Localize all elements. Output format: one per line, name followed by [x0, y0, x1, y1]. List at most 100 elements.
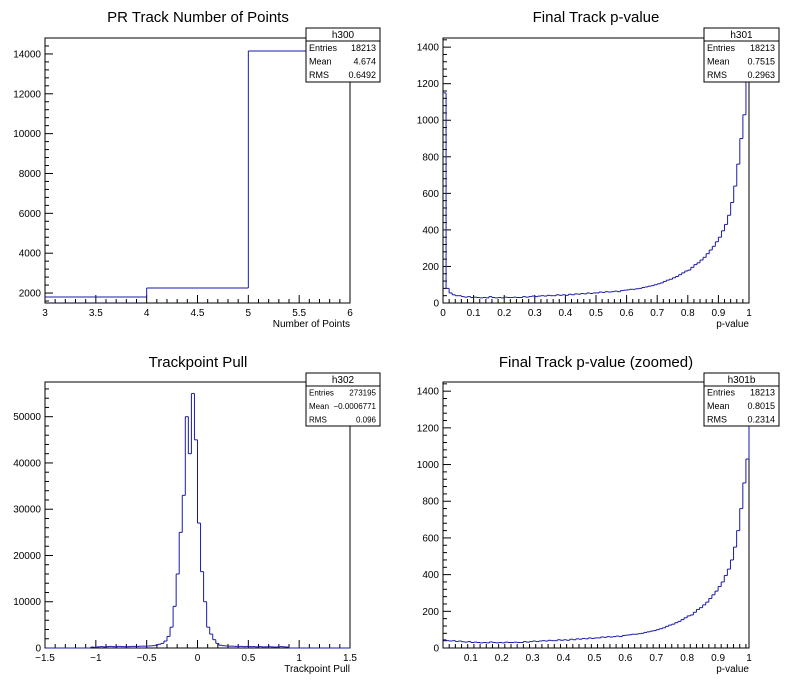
- y-tick-label: 1400: [417, 387, 440, 398]
- stats-label: Entries: [309, 389, 334, 398]
- stats-box-frame: [305, 372, 381, 427]
- stats-value: 18213: [351, 43, 376, 53]
- plot-frame: [442, 37, 750, 304]
- x-tick-label: 0.5: [241, 653, 255, 664]
- stats-box: h300 Entries 18213 Mean 4.674 RMS 0.6492: [305, 27, 381, 83]
- x-tick-label: 5: [246, 308, 252, 319]
- stats-box: h302 Entries 273195 Mean −0.0006771 RMS 0.096: [305, 372, 381, 427]
- stats-value: 0.096: [356, 415, 377, 424]
- x-tick-label: 0.3: [528, 308, 542, 319]
- x-tick-label: 6: [347, 308, 353, 319]
- y-tick-label: 1400: [417, 43, 440, 54]
- y-tick-label: 200: [422, 607, 439, 618]
- x-tick-label: 0.6: [618, 653, 632, 664]
- y-tick-label: 400: [422, 570, 439, 581]
- y-tick-label: 20000: [13, 551, 41, 562]
- x-tick-label: 0.1: [464, 653, 478, 664]
- stats-label: Mean: [707, 57, 730, 67]
- stats-value: −0.0006771: [334, 402, 377, 411]
- plot-frame: [442, 381, 750, 649]
- x-tick-label: 0.4: [558, 308, 572, 319]
- stats-box-frame: [703, 372, 780, 427]
- stats-label: RMS: [309, 70, 329, 80]
- x-tick-label: 1: [296, 653, 302, 664]
- y-tick-label: 10000: [13, 597, 41, 608]
- stats-label: Entries: [707, 388, 736, 398]
- x-tick-label: 0.9: [711, 653, 725, 664]
- stats-label: RMS: [707, 414, 727, 424]
- x-tick-label: 0: [440, 308, 446, 319]
- x-tick-label: 0.5: [589, 308, 603, 319]
- stats-label: Mean: [309, 57, 332, 67]
- x-tick-label: 0.4: [557, 653, 571, 664]
- x-tick-label: 3: [42, 308, 48, 319]
- y-tick-label: 600: [422, 189, 439, 200]
- stats-box: h301b Entries 18213 Mean 0.8015 RMS 0.2314: [703, 372, 780, 427]
- stats-value: 0.7515: [747, 57, 775, 67]
- stats-box-name: h302: [332, 375, 355, 386]
- x-axis-label: p-value: [716, 664, 749, 675]
- x-tick-label: 4.5: [191, 308, 205, 319]
- plot-frame: [44, 37, 351, 304]
- histogram-panel-h300: PR Track Number of Points 3 3.5 4 4.5 5 5.5 6 20…: [13, 9, 381, 330]
- stats-value: 0.8015: [747, 401, 775, 411]
- x-tick-label: 1: [746, 308, 752, 319]
- x-axis-label: Number of Points: [273, 319, 350, 330]
- chart-title: Final Track p-value (zoomed): [499, 354, 693, 371]
- stats-box-frame: [305, 27, 381, 83]
- x-tick-label: 0.3: [526, 653, 540, 664]
- x-tick-label: 0.7: [649, 653, 663, 664]
- stats-value: 4.674: [353, 57, 376, 67]
- stats-box-name: h301b: [728, 375, 756, 386]
- stats-value: 0.2314: [747, 414, 775, 424]
- stats-value: 273195: [349, 389, 376, 398]
- y-tick-label: 40000: [13, 458, 41, 469]
- y-tick-label: 0: [433, 644, 439, 655]
- y-tick-label: 1200: [417, 423, 440, 434]
- x-tick-label: 0.5: [588, 653, 602, 664]
- histogram-series: [45, 393, 350, 649]
- y-tick-label: 2000: [19, 289, 42, 300]
- x-tick-label: 3.5: [89, 308, 103, 319]
- x-tick-label: 1: [746, 653, 752, 664]
- x-axis-label: p-value: [716, 319, 749, 330]
- stats-box-name: h300: [332, 30, 355, 41]
- y-tick-label: 1000: [417, 460, 440, 471]
- y-tick-label: 800: [422, 497, 439, 508]
- y-tick-label: 0: [433, 299, 439, 310]
- x-tick-label: 0: [195, 653, 201, 664]
- y-tick-label: 50000: [13, 412, 41, 423]
- y-tick-label: 400: [422, 225, 439, 236]
- x-tick-label: −1.5: [35, 653, 55, 664]
- y-tick-label: 0: [35, 644, 41, 655]
- y-tick-label: 30000: [13, 505, 41, 516]
- stats-label: Entries: [707, 43, 736, 53]
- stats-value: 0.6492: [348, 70, 376, 80]
- y-tick-label: 8000: [19, 169, 42, 180]
- y-tick-label: 1200: [417, 79, 440, 90]
- x-tick-label: 0.1: [467, 308, 481, 319]
- x-axis-label: Trackpoint Pull: [284, 664, 350, 675]
- y-tick-label: 14000: [13, 49, 41, 60]
- chart-title: Final Track p-value: [533, 9, 660, 26]
- x-tick-label: 4: [144, 308, 150, 319]
- stats-value: 18213: [750, 388, 775, 398]
- stats-value: 18213: [750, 43, 775, 53]
- y-tick-label: 12000: [13, 89, 41, 100]
- y-tick-label: 800: [422, 152, 439, 163]
- chart-title: PR Track Number of Points: [107, 9, 289, 26]
- x-tick-label: 0.7: [650, 308, 664, 319]
- histogram-panel-h302: Trackpoint Pull −1.5 −1 −0.5 0 0.5 1 1.5 0 10000 2…: [13, 354, 381, 675]
- stats-label: RMS: [707, 70, 727, 80]
- histogram-series: [45, 50, 350, 298]
- stats-box: h301 Entries 18213 Mean 0.7515 RMS 0.2963: [703, 27, 780, 83]
- x-tick-label: 0.2: [497, 308, 511, 319]
- x-tick-label: 0.2: [495, 653, 509, 664]
- x-tick-label: 1.5: [343, 653, 357, 664]
- x-tick-label: −0.5: [137, 653, 157, 664]
- x-tick-label: 0.9: [711, 308, 725, 319]
- histogram-series: [443, 55, 749, 299]
- x-tick-label: −1: [90, 653, 102, 664]
- y-tick-label: 10000: [13, 129, 41, 140]
